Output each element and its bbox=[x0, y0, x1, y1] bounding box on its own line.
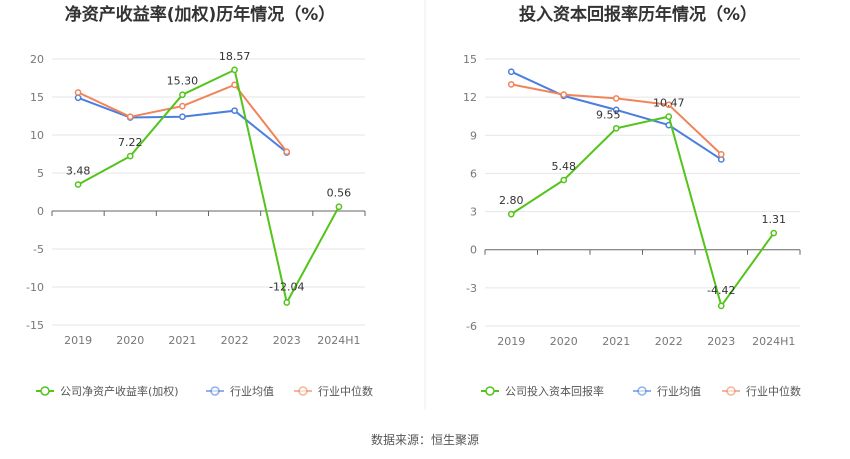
data-point bbox=[612, 124, 620, 132]
data-point bbox=[283, 148, 291, 156]
series-3 bbox=[507, 81, 725, 158]
x-tick-label: 2022 bbox=[655, 335, 683, 348]
data-point bbox=[231, 81, 238, 89]
data-point bbox=[126, 113, 134, 121]
y-tick-label: 10 bbox=[30, 129, 44, 142]
data-point bbox=[74, 181, 82, 188]
data-point bbox=[612, 95, 620, 102]
legend-label: 行业中位数 bbox=[746, 384, 801, 398]
x-tick-label: 2024H1 bbox=[317, 334, 360, 347]
data-label: -4.42 bbox=[707, 284, 735, 297]
data-point bbox=[507, 68, 515, 76]
legend-swatch-marker bbox=[726, 386, 736, 396]
y-tick-label: -15 bbox=[26, 319, 44, 332]
series-line bbox=[510, 115, 775, 309]
x-tick-label: 2021 bbox=[602, 335, 630, 348]
data-label: -12.04 bbox=[269, 281, 304, 294]
legend-label: 行业中位数 bbox=[318, 384, 373, 398]
data-point bbox=[231, 66, 238, 74]
data-point bbox=[560, 91, 568, 98]
data-point bbox=[74, 94, 82, 102]
data-label: 0.56 bbox=[327, 187, 352, 200]
data-label: 3.48 bbox=[66, 165, 91, 178]
legend-swatch-marker bbox=[210, 386, 220, 396]
chart-2: 投入资本回报率历年情况（%） -6 -3 0 3 6 9 12 15 2019 2020 2021 20… bbox=[463, 4, 801, 398]
y-tick-label: -3 bbox=[466, 282, 477, 295]
y-tick-label: -5 bbox=[33, 243, 44, 256]
legend-swatch-marker bbox=[637, 386, 647, 396]
data-source-text: 数据来源：恒生聚源 bbox=[371, 432, 479, 447]
chart-title: 净资产收益率(加权)历年情况（%） bbox=[65, 4, 336, 25]
x-tick-label: 2023 bbox=[273, 334, 301, 347]
legend-label: 公司投入资本回报率 bbox=[505, 384, 604, 398]
chart-title: 投入资本回报率历年情况（%） bbox=[519, 4, 757, 25]
data-label: 9.55 bbox=[596, 108, 621, 121]
legend-item: 行业均值 bbox=[633, 385, 701, 398]
chart-1: 净资产收益率(加权)历年情况（%） -15 -10 -5 0 5 10 15 20 2019 202… bbox=[26, 4, 373, 398]
y-tick-label: 0 bbox=[470, 244, 477, 257]
legend-swatch-marker bbox=[40, 386, 50, 396]
data-point bbox=[665, 101, 673, 109]
x-tick-label: 2019 bbox=[497, 335, 525, 348]
y-tick-label: 3 bbox=[470, 206, 477, 219]
legend-item: 行业中位数 bbox=[294, 384, 373, 398]
data-point bbox=[179, 102, 186, 110]
data-point bbox=[665, 113, 673, 120]
y-tick-label: -10 bbox=[26, 281, 44, 294]
series-3 bbox=[74, 81, 291, 156]
data-point bbox=[717, 151, 725, 158]
data-point bbox=[612, 106, 620, 114]
series-1: 3.48 7.22 15.30 18.57 -12.04 0.56 bbox=[66, 50, 352, 306]
x-tick-label: 2019 bbox=[64, 334, 92, 347]
legend-swatch-marker bbox=[298, 386, 308, 396]
legend-item: 公司投入资本回报率 bbox=[481, 384, 604, 398]
legend-item: 行业均值 bbox=[206, 385, 274, 398]
x-tick-label: 2020 bbox=[116, 334, 144, 347]
y-tick-label: 20 bbox=[30, 53, 44, 66]
y-tick-label: 0 bbox=[37, 205, 44, 218]
y-tick-label: 12 bbox=[463, 91, 477, 104]
x-tick-label: 2021 bbox=[168, 334, 196, 347]
data-point bbox=[283, 299, 291, 306]
data-point bbox=[74, 89, 82, 96]
data-label: 18.57 bbox=[219, 50, 251, 63]
data-label: 10.47 bbox=[653, 97, 685, 110]
data-point bbox=[560, 176, 568, 184]
x-tick-label: 2022 bbox=[221, 334, 249, 347]
data-point bbox=[335, 203, 343, 211]
data-point bbox=[126, 152, 134, 160]
legend-swatch-marker bbox=[485, 386, 495, 396]
x-tick-label: 2024H1 bbox=[752, 335, 795, 348]
x-tick-label: 2020 bbox=[550, 335, 578, 348]
data-label: 1.31 bbox=[762, 213, 787, 226]
x-tick-label: 2023 bbox=[707, 335, 735, 348]
data-label: 2.80 bbox=[499, 194, 524, 207]
y-tick-label: 6 bbox=[470, 167, 477, 180]
data-point bbox=[179, 91, 186, 99]
data-point bbox=[507, 210, 515, 218]
legend-item: 公司净资产收益率(加权) bbox=[36, 384, 179, 398]
y-tick-label: 15 bbox=[463, 53, 477, 66]
legend-label: 行业均值 bbox=[657, 385, 701, 398]
data-label: 15.30 bbox=[167, 75, 199, 88]
data-point bbox=[717, 302, 725, 310]
data-point bbox=[770, 229, 778, 237]
legend-label: 公司净资产收益率(加权) bbox=[60, 384, 179, 398]
y-tick-label: -6 bbox=[466, 320, 477, 333]
y-tick-label: 5 bbox=[37, 167, 44, 180]
series-line bbox=[77, 68, 340, 306]
data-label: 5.48 bbox=[552, 160, 577, 173]
data-point bbox=[179, 113, 186, 121]
y-tick-label: 9 bbox=[470, 129, 477, 142]
series-1: 2.80 5.48 9.55 10.47 -4.42 1.31 bbox=[499, 97, 787, 310]
y-tick-label: 15 bbox=[30, 91, 44, 104]
data-label: 7.22 bbox=[118, 136, 143, 149]
data-point bbox=[507, 81, 515, 88]
legend-label: 行业均值 bbox=[230, 385, 274, 398]
legend-item: 行业中位数 bbox=[722, 384, 801, 398]
data-point bbox=[231, 107, 238, 115]
